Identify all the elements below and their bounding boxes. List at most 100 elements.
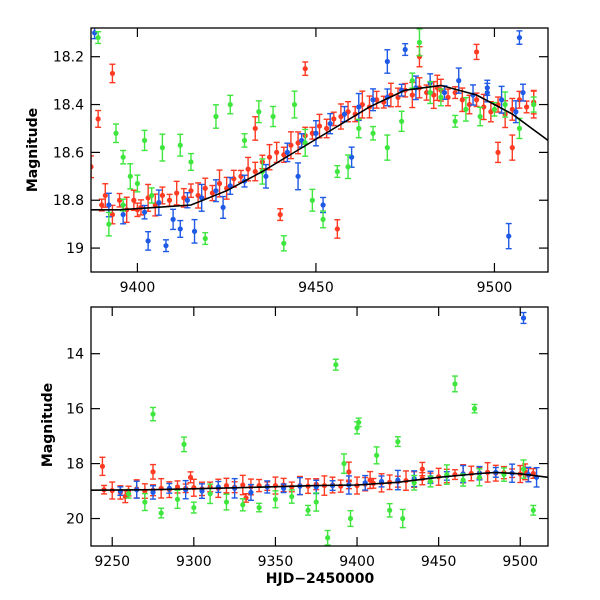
data-point-blue [213, 188, 219, 194]
data-point-blue [520, 315, 527, 321]
data-point-green [325, 535, 331, 541]
data-point-green [395, 439, 401, 445]
data-point-blue [520, 89, 526, 96]
data-point-green [256, 109, 262, 115]
data-point-green [387, 507, 393, 513]
data-point-red [473, 49, 480, 55]
data-point-blue [141, 209, 148, 215]
data-point-blue [441, 89, 448, 96]
data-point-green [270, 113, 276, 120]
data-point-green [256, 504, 262, 511]
y-tick-label: 20 [66, 512, 84, 528]
data-point-blue [220, 204, 226, 211]
data-point-red [216, 180, 223, 187]
data-point-blue [498, 97, 505, 103]
data-point-green [120, 202, 126, 208]
data-point-red [166, 197, 173, 203]
bottom-y-axis-title: Magnitude [40, 383, 56, 467]
data-point-red [188, 188, 194, 194]
data-point-blue [184, 197, 190, 203]
data-point-green [223, 499, 230, 505]
data-point-green [400, 515, 406, 522]
plot-frame [90, 306, 549, 547]
data-point-green [150, 411, 156, 417]
plot-area [91, 311, 548, 546]
data-point-blue [227, 183, 233, 189]
data-point-red [481, 104, 487, 110]
data-point-red [523, 104, 530, 110]
data-point-red [334, 226, 340, 232]
data-point-green [370, 130, 376, 136]
data-point-green [113, 130, 119, 136]
data-point-green [452, 118, 458, 124]
data-point-red [109, 70, 116, 77]
data-point-green [341, 460, 347, 467]
data-point-blue [402, 46, 408, 53]
data-point-red [238, 173, 244, 179]
data-point-green [438, 94, 444, 100]
data-point-blue [327, 121, 333, 127]
data-point-blue [516, 34, 523, 41]
data-point-blue [163, 243, 169, 249]
data-point-red [266, 154, 273, 160]
data-point-green [106, 221, 112, 227]
data-point-green [460, 477, 466, 483]
data-point-red [509, 145, 515, 151]
data-point-red [277, 211, 283, 218]
data-point-green [374, 452, 380, 458]
data-point-red [202, 185, 208, 191]
data-point-red [187, 474, 194, 480]
data-point-red [274, 149, 280, 155]
data-point-green [289, 493, 295, 500]
y-tick-label: 18.4 [53, 98, 84, 114]
data-point-red [309, 130, 315, 136]
data-point-green [174, 496, 181, 502]
data-point-red [338, 483, 344, 489]
data-point-green [531, 101, 537, 108]
data-point-green [427, 478, 434, 485]
data-point-blue [120, 211, 126, 218]
data-point-green [181, 441, 187, 447]
data-point-green [345, 164, 351, 170]
x-tick-label: 9350 [258, 554, 294, 570]
data-point-green [213, 113, 219, 120]
data-point-blue [170, 216, 176, 222]
x-tick-label: 9300 [176, 554, 212, 570]
data-point-blue [150, 489, 156, 496]
data-point-blue [506, 233, 512, 239]
data-point-red [302, 66, 308, 72]
y-tick-label: 14 [66, 347, 84, 363]
data-point-green [127, 173, 133, 179]
data-point-green [471, 406, 478, 412]
data-point-green [191, 504, 197, 511]
data-point-red [452, 89, 458, 96]
data-point-red [174, 484, 181, 490]
data-point-red [174, 190, 180, 196]
data-point-green [416, 39, 423, 45]
data-point-red [367, 477, 373, 483]
data-point-red [243, 495, 249, 501]
data-point-blue [295, 173, 301, 179]
data-point-blue [91, 30, 98, 36]
data-point-green [159, 145, 166, 151]
data-point-blue [370, 97, 376, 103]
data-point-blue [263, 173, 269, 179]
data-point-blue [145, 238, 151, 244]
data-point-red [109, 211, 116, 218]
x-tick-label: 9500 [502, 554, 538, 570]
data-point-green [120, 154, 126, 160]
x-tick-label: 9450 [298, 280, 334, 296]
data-point-blue [199, 195, 205, 201]
data-point-blue [248, 489, 254, 496]
data-point-green [320, 216, 326, 222]
data-point-green [491, 106, 498, 112]
data-point-green [309, 197, 315, 203]
data-point-red [245, 166, 251, 172]
data-point-green [347, 515, 354, 522]
data-point-blue [191, 228, 198, 234]
data-point-green [141, 137, 148, 144]
model-curve [91, 471, 548, 491]
data-point-green [502, 101, 508, 108]
data-point-red [459, 97, 465, 103]
data-point-green [516, 125, 523, 132]
